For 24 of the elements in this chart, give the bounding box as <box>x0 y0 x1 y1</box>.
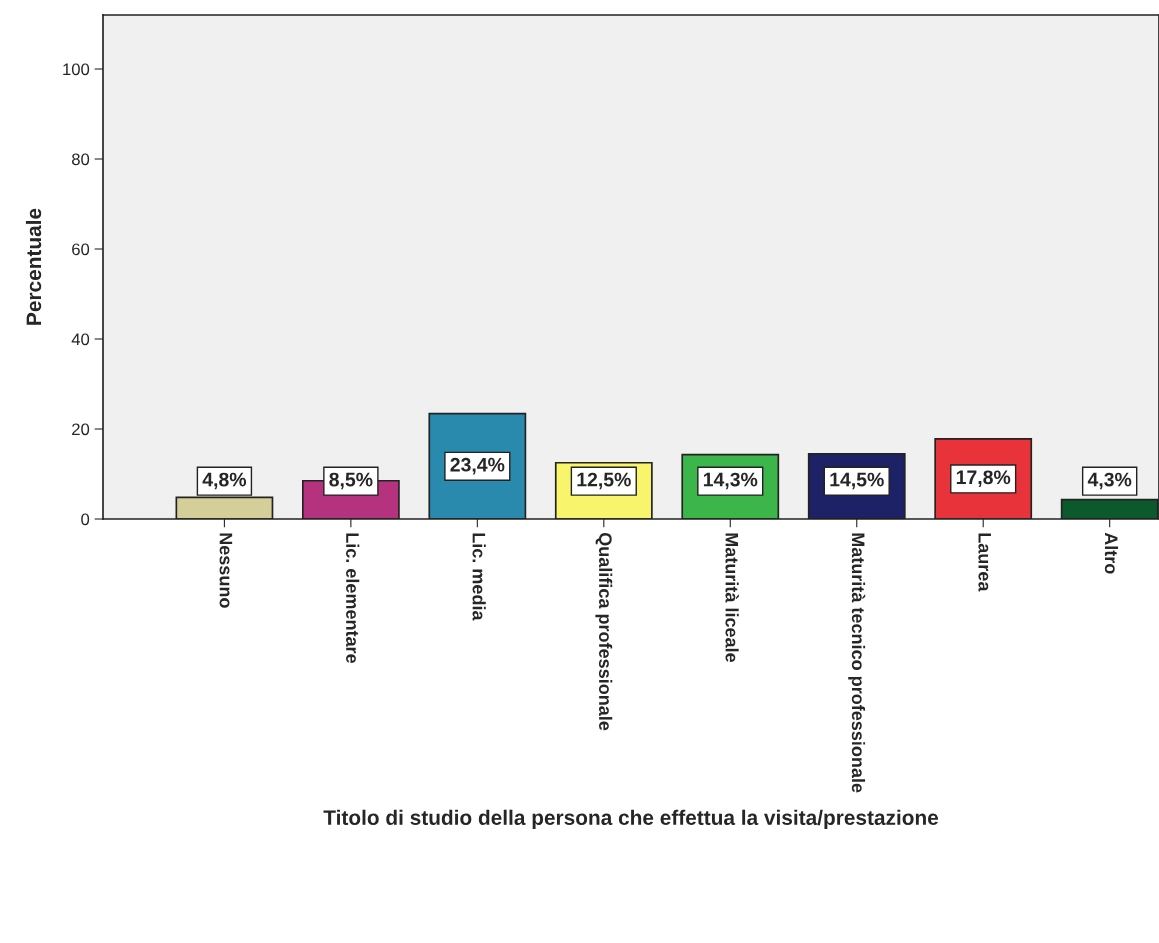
x-tick-label: Qualifica professionale <box>595 532 613 731</box>
x-tick-label: Maturità tecnico professionale <box>848 533 866 793</box>
y-tick-label: 80 <box>71 153 90 166</box>
y-tick-label: 20 <box>72 423 90 436</box>
y-tick-label: 40 <box>71 333 90 346</box>
data-label: 17,8% <box>956 470 1011 487</box>
data-label: 14,5% <box>830 472 884 490</box>
y-tick-label: 0 <box>81 513 90 526</box>
x-tick-label: Laurea <box>978 533 991 592</box>
data-label: 12,5% <box>577 472 631 490</box>
x-tick-label: Lic. elementare <box>346 533 360 664</box>
data-label: 4,3% <box>1087 472 1132 490</box>
y-tick-label: 60 <box>72 243 90 256</box>
y-axis-title: Percentuale <box>25 208 42 325</box>
x-axis-title: Titolo di studio della persona che effettua la visita/prestazione <box>323 809 939 830</box>
data-label: 8,5% <box>329 472 373 490</box>
data-label: 23,4% <box>450 457 505 475</box>
x-tick-label: Lic. media <box>472 533 486 621</box>
x-tick-label: Nessuno <box>219 533 233 608</box>
data-label: 4,8% <box>202 472 247 490</box>
y-tick-label: 100 <box>63 63 90 76</box>
x-tick-label: Maturità liceale <box>725 533 739 663</box>
data-label: 14,3% <box>703 472 758 490</box>
x-tick-label: Altro <box>1104 532 1119 574</box>
